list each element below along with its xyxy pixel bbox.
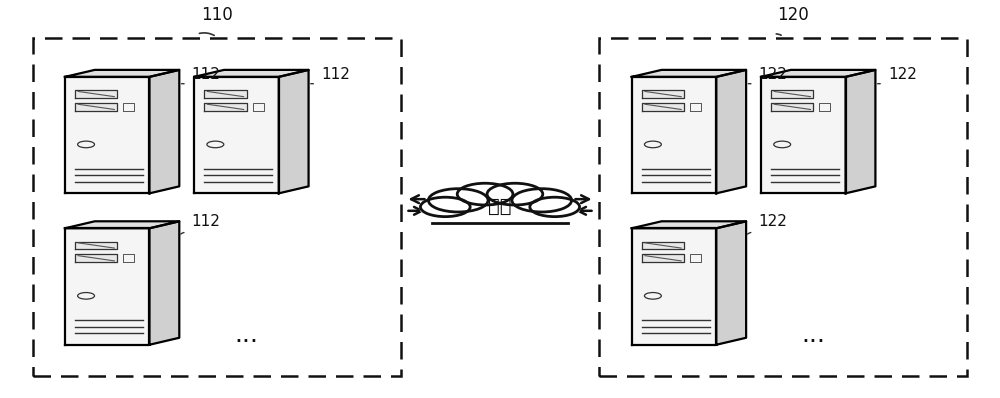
Circle shape (644, 293, 661, 299)
Text: 122: 122 (759, 214, 787, 229)
Polygon shape (771, 103, 813, 111)
Polygon shape (771, 90, 813, 98)
Polygon shape (75, 103, 117, 111)
Polygon shape (65, 221, 179, 228)
Polygon shape (642, 254, 684, 262)
Bar (599, 38, 967, 376)
Polygon shape (716, 221, 746, 345)
Circle shape (78, 293, 95, 299)
Polygon shape (149, 70, 179, 193)
Text: 120: 120 (777, 6, 809, 24)
Circle shape (78, 141, 95, 148)
Polygon shape (194, 77, 279, 193)
Circle shape (207, 141, 224, 148)
Text: 122: 122 (759, 66, 787, 82)
Text: 网络: 网络 (488, 197, 512, 217)
Polygon shape (149, 221, 179, 345)
Text: 110: 110 (201, 6, 232, 24)
Circle shape (457, 183, 513, 205)
Polygon shape (75, 242, 117, 249)
Text: ...: ... (801, 323, 825, 347)
Bar (432, 204, 568, 223)
Circle shape (455, 191, 545, 226)
Polygon shape (65, 70, 179, 77)
Text: 112: 112 (192, 214, 221, 229)
Circle shape (530, 199, 580, 219)
Text: 112: 112 (321, 66, 350, 82)
Polygon shape (642, 103, 684, 111)
Polygon shape (194, 70, 309, 77)
Circle shape (428, 189, 488, 212)
Polygon shape (846, 70, 875, 193)
Polygon shape (75, 90, 117, 98)
Polygon shape (279, 70, 309, 193)
Polygon shape (716, 70, 746, 193)
Polygon shape (642, 242, 684, 249)
Circle shape (774, 141, 791, 148)
Polygon shape (632, 228, 716, 345)
Polygon shape (632, 77, 716, 193)
Polygon shape (65, 77, 149, 193)
Polygon shape (204, 90, 247, 98)
Text: ...: ... (234, 323, 258, 347)
Polygon shape (65, 228, 149, 345)
Polygon shape (632, 221, 746, 228)
Polygon shape (75, 254, 117, 262)
Circle shape (487, 183, 543, 205)
Text: 112: 112 (192, 66, 221, 82)
Circle shape (420, 199, 470, 219)
Polygon shape (761, 70, 875, 77)
Polygon shape (642, 90, 684, 98)
Text: 122: 122 (888, 66, 917, 82)
Circle shape (644, 141, 661, 148)
Polygon shape (761, 77, 846, 193)
Bar (33, 38, 401, 376)
Circle shape (512, 189, 572, 212)
Polygon shape (204, 103, 247, 111)
Polygon shape (632, 70, 746, 77)
